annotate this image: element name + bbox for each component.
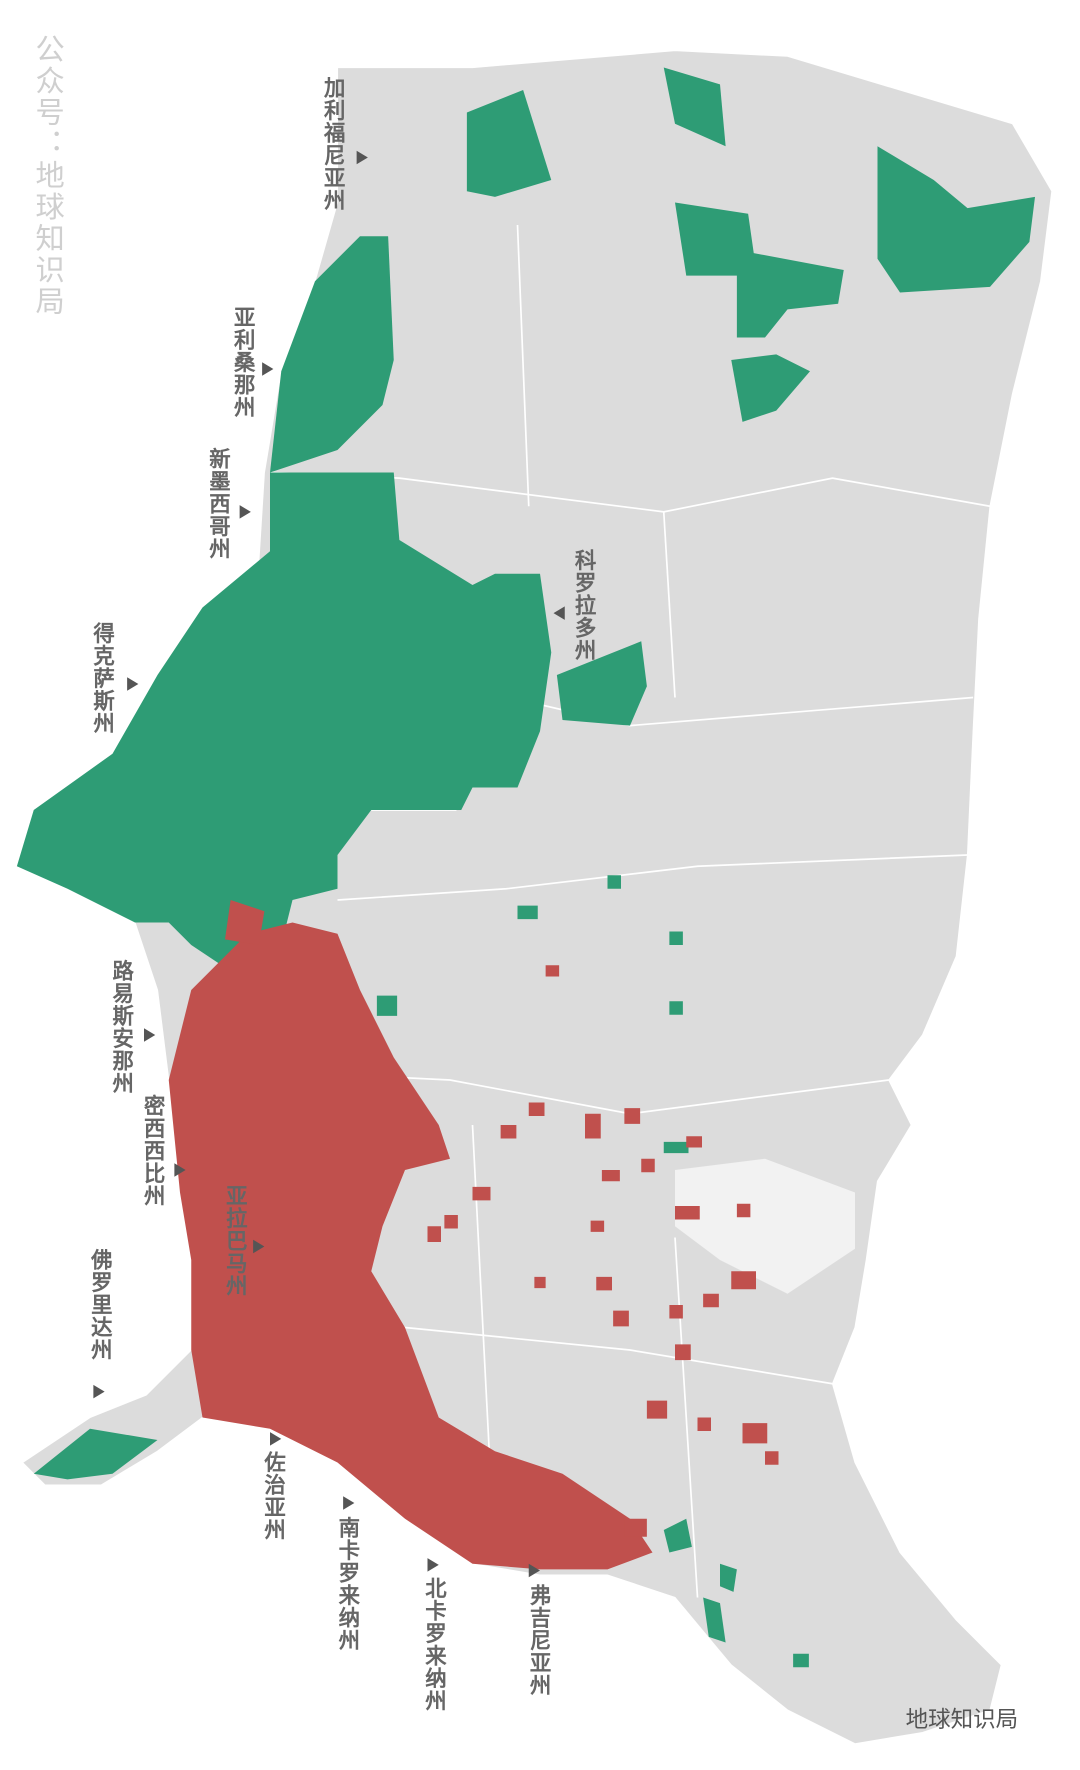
logo-text: 地球知识局 (905, 1705, 1019, 1733)
state-borders (202, 224, 991, 1598)
state-label: 弗吉尼亚州 (526, 1584, 552, 1697)
state-label: 新墨西哥州 (205, 447, 231, 561)
state-label: 加利福尼亚州 (320, 76, 346, 212)
state-label: 亚利桑那州 (230, 306, 256, 419)
state-label: 路易斯安那州 (109, 959, 134, 1095)
state-label: 亚拉巴马州 (222, 1184, 248, 1298)
state-label: 佐治亚州 (261, 1451, 286, 1542)
watermark: 公众号：地球知识局 (30, 33, 65, 318)
state-label: 佛罗里达州 (87, 1248, 113, 1362)
state-label: 得克萨斯州 (90, 622, 115, 735)
state-label: 南卡罗来纳州 (335, 1516, 360, 1652)
state-label: 密西西比州 (140, 1094, 166, 1208)
red-counties (168, 900, 779, 1570)
state-label: 北卡罗来纳州 (421, 1577, 447, 1713)
green-counties (16, 67, 1035, 1668)
state-label: 科罗拉多州 (571, 549, 597, 662)
lake (675, 1158, 855, 1294)
pointer-arrows (93, 150, 565, 1578)
